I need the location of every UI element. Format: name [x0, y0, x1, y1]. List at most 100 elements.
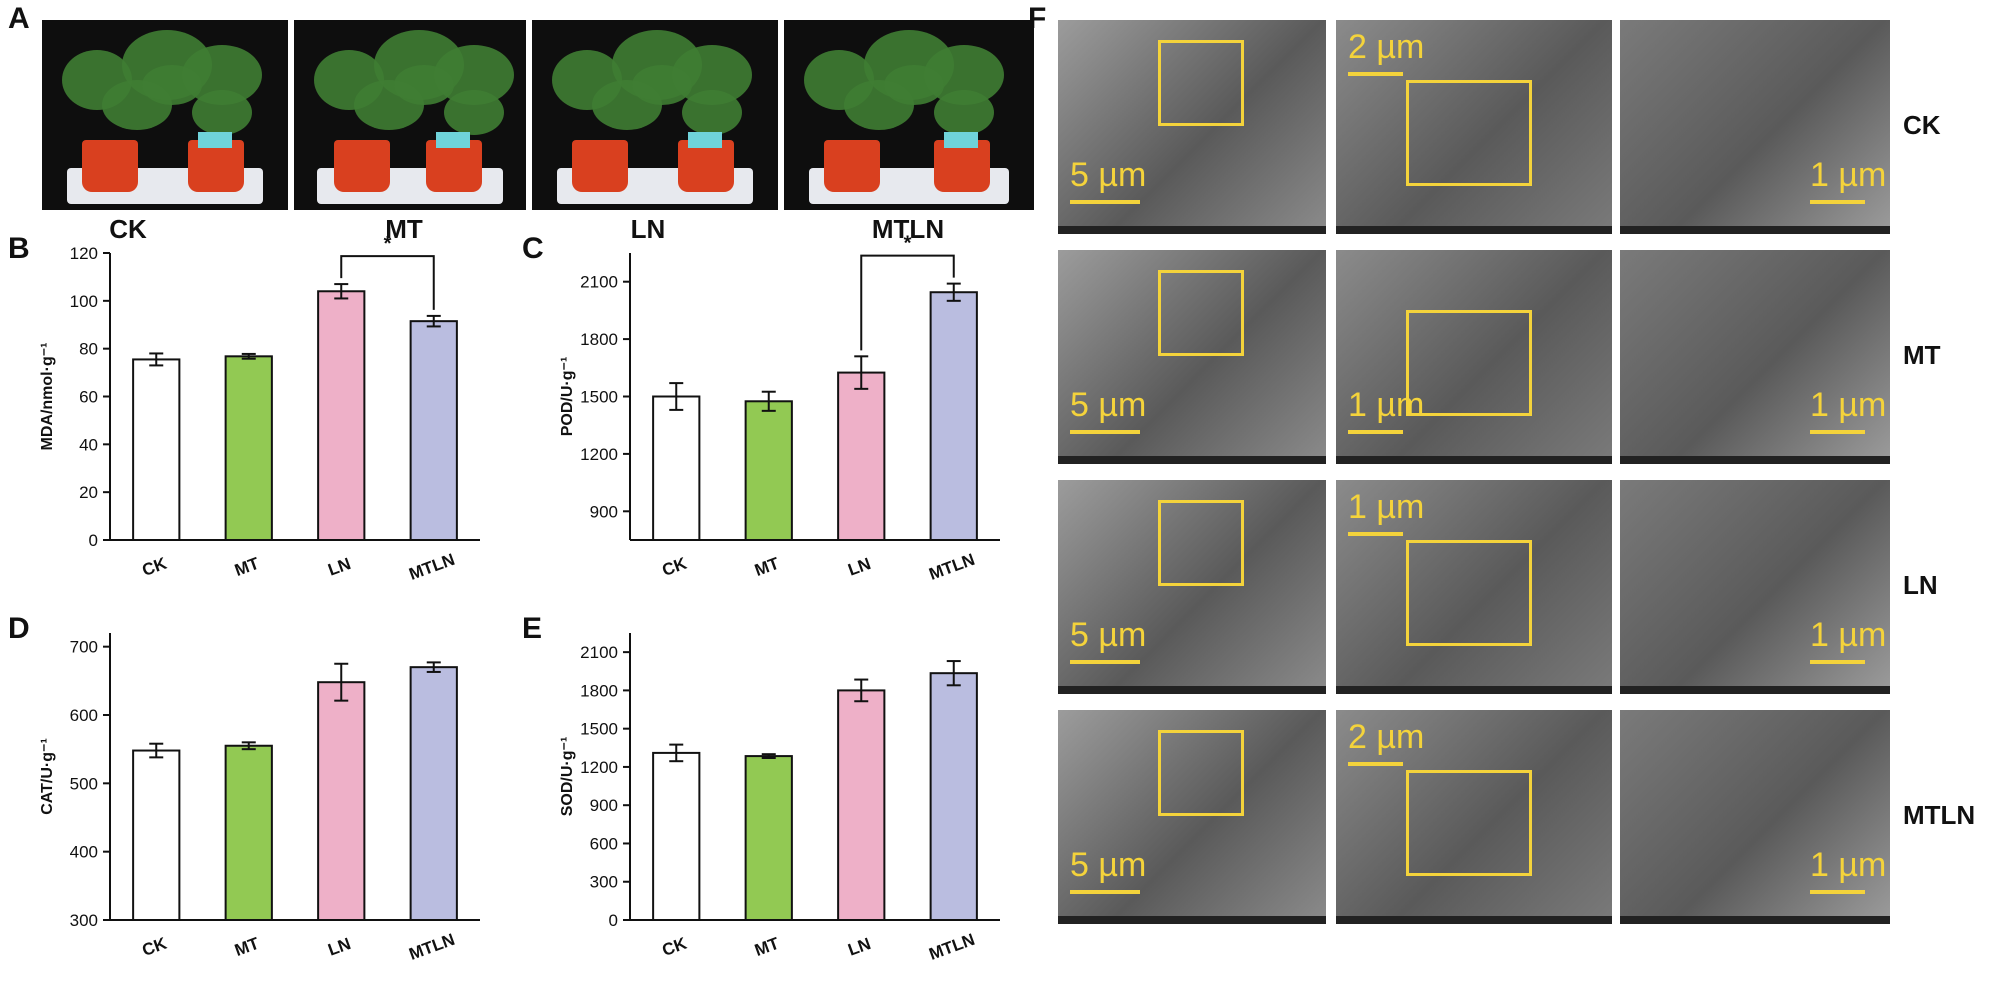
panel-letter-b: B	[8, 232, 30, 265]
x-tick-label: MT	[752, 553, 782, 579]
y-tick-label: 900	[590, 502, 618, 521]
x-tick-label: LN	[325, 554, 353, 580]
tem-image-ck-3: 1 µm	[1620, 20, 1890, 234]
x-tick-label: MT	[232, 553, 262, 579]
y-axis-label: POD/U·g⁻¹	[559, 357, 576, 437]
bar-mtln	[929, 291, 978, 542]
x-tick-label: MTLN	[406, 550, 457, 584]
scale-bar-label: 1 µm	[1810, 386, 1887, 424]
y-axis-label: CAT/U·g⁻¹	[39, 738, 56, 815]
tem-image-mt-3: 1 µm	[1620, 250, 1890, 464]
tem-row-label-ck: CK	[1903, 110, 1941, 140]
tem-image-ln-1: 5 µm	[1058, 480, 1326, 694]
photo-label-mtln: MTLN	[871, 214, 945, 244]
plant-photo-mt	[294, 20, 526, 210]
x-tick-label: LN	[845, 554, 873, 580]
tem-row-label-mt: MT	[1903, 340, 1941, 370]
bar-ln	[837, 371, 886, 541]
bar-ln	[317, 681, 366, 921]
photo-label-mt: MT	[385, 214, 423, 244]
y-tick-label: 40	[79, 435, 98, 454]
x-tick-label: CK	[140, 933, 170, 959]
x-tick-label: CK	[660, 553, 690, 579]
y-tick-label: 2100	[580, 273, 618, 292]
x-tick-label: MT	[232, 933, 262, 959]
x-tick-label: MTLN	[926, 930, 977, 964]
tem-image-ln-3: 1 µm	[1620, 480, 1890, 694]
y-tick-label: 1500	[580, 388, 618, 407]
x-tick-label: LN	[845, 934, 873, 960]
plant-photo-ln	[532, 20, 778, 210]
plant-photo-ck	[42, 20, 288, 210]
panel-letter-a: A	[8, 2, 30, 35]
bar-mt	[744, 755, 793, 921]
y-tick-label: 0	[89, 531, 98, 550]
panel-letter-e: E	[522, 612, 543, 645]
y-tick-label: 20	[79, 483, 98, 502]
y-tick-label: 120	[70, 244, 98, 263]
plant-photo-mtln	[784, 20, 1034, 210]
y-tick-label: 80	[79, 340, 98, 359]
significance-mark: *	[384, 235, 392, 255]
bar-ln	[837, 689, 886, 922]
panel-letter-c: C	[522, 232, 544, 265]
y-tick-label: 2100	[580, 643, 618, 662]
bar-mtln	[929, 672, 978, 922]
bar-mt	[224, 355, 273, 541]
scale-bar-label: 5 µm	[1070, 156, 1147, 194]
y-tick-label: 1200	[580, 445, 618, 464]
scale-bar-label: 1 µm	[1348, 488, 1425, 526]
scale-bar-label: 1 µm	[1810, 846, 1887, 884]
tem-row-label-ln: LN	[1903, 570, 1938, 600]
tem-row-label-mtln: MTLN	[1903, 800, 1976, 830]
x-tick-label: CK	[140, 553, 170, 579]
significance-mark: *	[904, 235, 912, 255]
significance-bracket	[340, 255, 435, 310]
significance-bracket	[860, 254, 955, 351]
tem-image-ck-1: 5 µm	[1058, 20, 1326, 234]
y-tick-label: 0	[609, 911, 618, 930]
bar-ck	[652, 395, 701, 541]
bar-ck	[132, 358, 181, 541]
y-tick-label: 1800	[580, 330, 618, 349]
x-tick-label: LN	[325, 934, 353, 960]
tem-image-mt-2: 1 µm	[1336, 250, 1612, 464]
y-tick-label: 600	[590, 834, 618, 853]
scale-bar-label: 5 µm	[1070, 616, 1147, 654]
tem-image-mtln-3: 1 µm	[1620, 710, 1890, 924]
tem-image-mtln-2: 2 µm	[1336, 710, 1612, 924]
y-tick-label: 400	[70, 843, 98, 862]
bar-ck	[132, 749, 181, 921]
x-tick-label: MT	[752, 933, 782, 959]
y-tick-label: 300	[70, 911, 98, 930]
bar-mtln	[409, 666, 458, 921]
tem-image-mtln-1: 5 µm	[1058, 710, 1326, 924]
x-tick-label: CK	[660, 933, 690, 959]
x-tick-label: MTLN	[926, 550, 977, 584]
scale-bar-label: 2 µm	[1348, 718, 1425, 756]
photo-label-ck: CK	[109, 214, 147, 244]
tem-image-ck-2: 2 µm	[1336, 20, 1612, 234]
tem-image-ln-2: 1 µm	[1336, 480, 1612, 694]
y-tick-label: 500	[70, 774, 98, 793]
scale-bar-label: 2 µm	[1348, 28, 1425, 66]
scale-bar-label: 1 µm	[1348, 386, 1425, 424]
y-tick-label: 700	[70, 638, 98, 657]
bar-ln	[317, 290, 366, 542]
y-tick-label: 1200	[580, 758, 618, 777]
tem-image-mt-1: 5 µm	[1058, 250, 1326, 464]
photo-label-ln: LN	[630, 214, 666, 244]
bar-ck	[652, 751, 701, 921]
scale-bar-label: 5 µm	[1070, 846, 1147, 884]
y-axis-label: MDA/nmol·g⁻¹	[39, 343, 56, 451]
scale-bar-label: 1 µm	[1810, 156, 1887, 194]
bar-mtln	[409, 320, 458, 541]
y-tick-label: 600	[70, 706, 98, 725]
scale-bar-label: 1 µm	[1810, 616, 1887, 654]
y-tick-label: 60	[79, 388, 98, 407]
y-tick-label: 900	[590, 796, 618, 815]
